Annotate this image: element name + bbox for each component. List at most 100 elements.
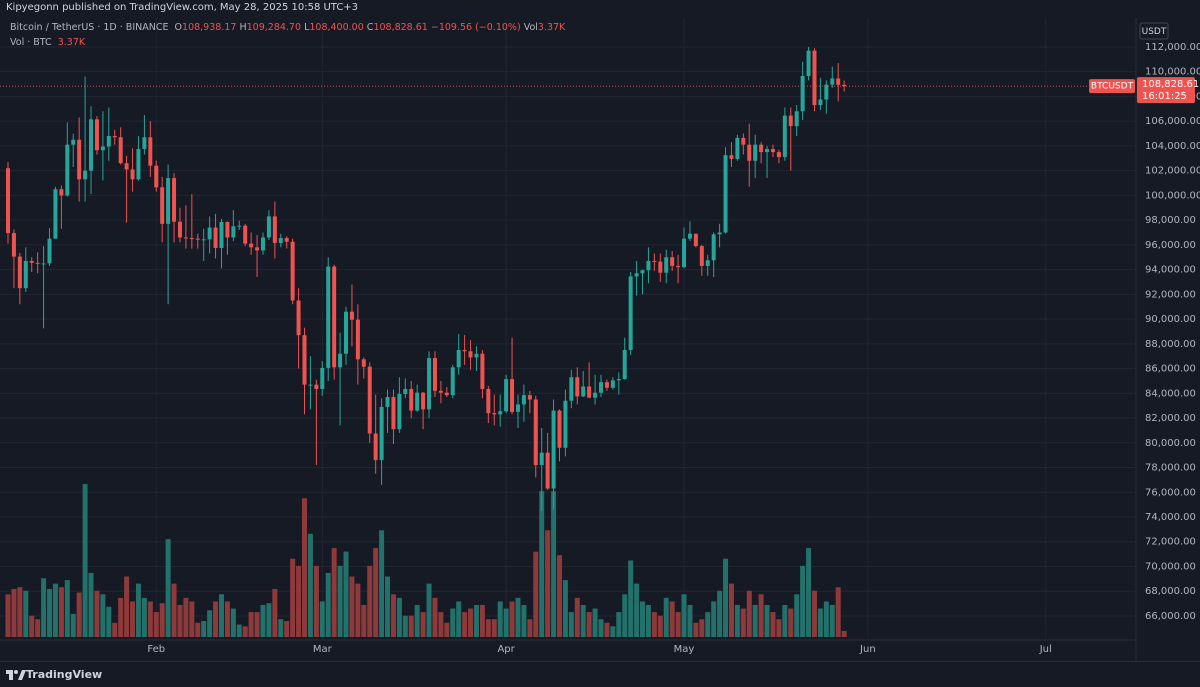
- y-tick-label: 102,000.00: [1145, 166, 1200, 177]
- volume-bar: [669, 601, 675, 637]
- candle-body: [409, 388, 414, 411]
- candle-body: [699, 246, 704, 266]
- volume-bar: [740, 608, 746, 637]
- volume-bar: [23, 590, 29, 637]
- candle-body: [231, 226, 236, 238]
- volume-bar: [272, 588, 278, 637]
- volume-bar: [640, 601, 646, 637]
- volume-bar: [788, 608, 794, 637]
- candle-body: [646, 260, 651, 271]
- candle-body: [53, 189, 58, 239]
- candle-body: [308, 384, 313, 386]
- candle-body: [243, 225, 248, 244]
- symbol-label: BTCUSDT: [1091, 82, 1134, 92]
- candle-body: [94, 119, 99, 151]
- candle-body: [581, 386, 586, 397]
- legend-value: 108,828.61: [373, 22, 428, 33]
- volume-bar: [408, 615, 414, 637]
- candle-body: [486, 388, 491, 414]
- candle-body: [320, 367, 325, 389]
- candle-body: [521, 395, 526, 405]
- volume-bar: [260, 604, 266, 637]
- candle-body: [23, 260, 28, 289]
- candle-body: [183, 237, 188, 239]
- volume-bar: [218, 594, 224, 637]
- candle-body: [794, 111, 799, 127]
- volume-bar: [135, 583, 141, 637]
- y-tick-label: 84,000.00: [1145, 388, 1196, 399]
- legend-value: 108,400.00: [309, 22, 364, 33]
- volume-bar: [390, 594, 396, 637]
- volume-bar: [307, 533, 313, 637]
- candle-body: [432, 358, 437, 391]
- volume-bar: [728, 583, 734, 637]
- logo-icon: [6, 670, 26, 680]
- candle-body: [563, 400, 568, 448]
- candle-body: [397, 393, 402, 430]
- candle-body: [172, 178, 177, 222]
- x-tick-label: Apr: [497, 644, 515, 655]
- volume-bar: [414, 604, 420, 637]
- candle-body: [255, 247, 260, 251]
- candle-body: [338, 353, 343, 368]
- grid: [0, 18, 1135, 640]
- legend-value: 108,938.17: [182, 22, 237, 33]
- volume-bar: [515, 597, 521, 637]
- y-tick-label: 88,000.00: [1145, 339, 1196, 350]
- y-tick-label: 96,000.00: [1145, 240, 1196, 251]
- candle-body: [391, 397, 396, 430]
- volume-bar: [242, 626, 248, 637]
- volume-bar: [711, 601, 717, 637]
- symbol-label-box: [1089, 79, 1135, 94]
- volume-bar: [343, 551, 349, 637]
- volume-legend: Vol · BTC 3.37K: [10, 37, 85, 48]
- candle-body: [812, 50, 817, 106]
- legend-key: H: [239, 22, 247, 33]
- volume-bar: [118, 597, 124, 637]
- candle-body: [237, 225, 242, 227]
- x-tick-label: Feb: [147, 644, 165, 655]
- volume-bar: [485, 619, 491, 637]
- volume-bar: [794, 594, 800, 637]
- candle-body: [326, 266, 331, 368]
- candle-body: [800, 76, 805, 112]
- candle-body: [118, 137, 123, 164]
- volume-bar: [651, 612, 657, 637]
- candle-body: [403, 388, 408, 394]
- candle-body: [296, 300, 301, 336]
- candle-body: [421, 392, 426, 410]
- volume-bar: [64, 580, 70, 637]
- y-tick-label: 86,000.00: [1145, 364, 1196, 375]
- legend-change: −109.56 (−0.10%): [430, 22, 521, 33]
- volume-bar: [468, 608, 474, 637]
- volume-bar: [76, 592, 82, 637]
- candle-body: [112, 136, 117, 138]
- volume-bar: [723, 558, 729, 637]
- legend-volume-value: 3.37K: [537, 22, 566, 33]
- y-tick-label: 66,000.00: [1145, 611, 1196, 622]
- volume-bar: [580, 604, 586, 637]
- volume-bar: [385, 576, 391, 637]
- volume-bar: [367, 565, 373, 637]
- candle-body: [427, 358, 432, 410]
- volume-bar: [11, 588, 17, 637]
- candle-body: [77, 139, 82, 180]
- volume-bar: [296, 565, 302, 637]
- volume-bar: [823, 601, 829, 637]
- legend-key: L: [304, 22, 310, 33]
- volume-bar: [236, 624, 242, 637]
- volume-bar: [717, 590, 723, 637]
- y-tick-label: 94,000.00: [1145, 265, 1196, 276]
- candle-body: [569, 377, 574, 401]
- candle-body: [634, 273, 639, 277]
- candle-body: [314, 384, 319, 389]
- volume-bar: [657, 615, 663, 637]
- volume-bar: [82, 484, 88, 637]
- volume-bar: [438, 612, 444, 637]
- candle-body: [830, 78, 835, 85]
- candle-body: [593, 392, 598, 398]
- volume-bar: [355, 583, 361, 637]
- candle-body: [142, 137, 147, 149]
- x-tick-label: Jun: [859, 644, 876, 655]
